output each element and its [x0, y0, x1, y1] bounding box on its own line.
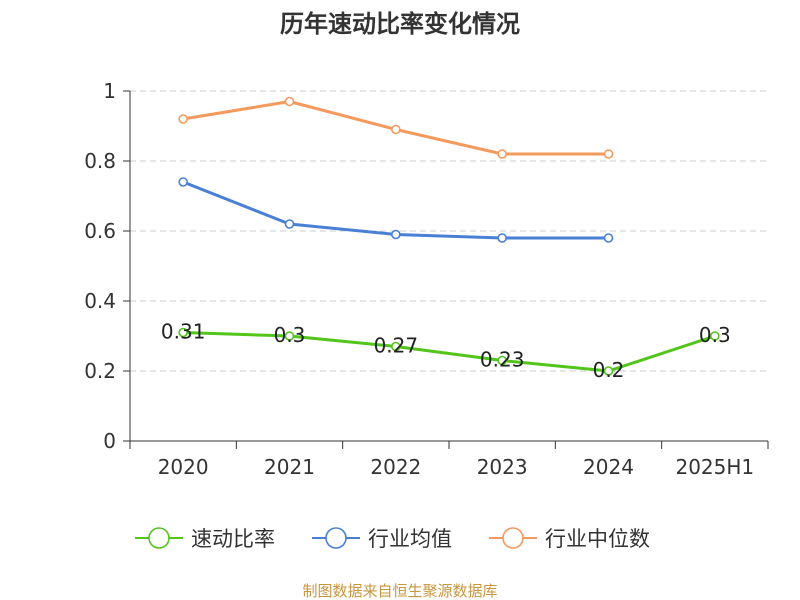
y-tick-label: 0 [103, 429, 116, 453]
data-label: 0.23 [480, 348, 525, 372]
series-0: 0.31 0.3 0.27 0.23 0.2 0.3 [161, 320, 731, 383]
data-point[interactable] [178, 327, 188, 338]
legend-item-1[interactable]: 行业均值 [312, 527, 452, 551]
data-point[interactable] [603, 149, 614, 159]
legend-label: 速动比率 [191, 527, 275, 551]
data-point[interactable] [178, 177, 188, 187]
series-1 [178, 177, 614, 243]
data-point[interactable] [391, 341, 401, 352]
data-point[interactable] [603, 366, 614, 376]
y-tick-label: 0.8 [84, 149, 116, 173]
y-tick-label: 1 [103, 79, 116, 103]
legend-marker [325, 527, 347, 549]
source-note: 制图数据来自恒生聚源数据库 [302, 582, 497, 600]
data-label: 0.27 [374, 334, 419, 358]
x-tick-label: 2021 [264, 455, 315, 479]
data-point[interactable] [284, 96, 295, 107]
chart-title: 历年速动比率变化情况 [280, 10, 520, 38]
legend[interactable]: 速动比率 行业均值 行业中位数 [135, 527, 650, 551]
series-2 [178, 96, 614, 159]
legend-marker [502, 527, 524, 549]
series-line [182, 180, 609, 240]
data-label: 0.3 [699, 323, 731, 347]
legend-item-2[interactable]: 行业中位数 [489, 527, 650, 551]
data-point[interactable] [710, 331, 720, 341]
x-tick-label: 2023 [477, 455, 528, 479]
y-tick-label: 0.4 [84, 289, 116, 313]
x-tick-label: 2024 [583, 455, 634, 479]
y-tick-label: 0.2 [84, 359, 116, 383]
data-point[interactable] [497, 355, 507, 366]
data-point[interactable] [391, 124, 401, 135]
series-group: 0.31 0.3 0.27 0.23 0.2 0.3 [161, 96, 731, 383]
y-tick-label: 0.6 [84, 219, 116, 243]
legend-label: 行业中位数 [545, 527, 650, 551]
data-label: 0.31 [161, 320, 206, 344]
data-label: 0.3 [274, 323, 306, 347]
legend-marker [148, 527, 170, 549]
data-point[interactable] [497, 233, 507, 243]
data-point[interactable] [497, 149, 507, 159]
x-tick-label: 2025H1 [675, 455, 754, 479]
data-label: 0.2 [593, 358, 625, 382]
data-point[interactable] [284, 219, 295, 229]
data-point[interactable] [178, 114, 188, 124]
data-point[interactable] [391, 229, 401, 240]
axes: 0 0.2 0.4 0.6 0.8 1 2020 2021 2022 2023 2024 2025H1 [84, 79, 769, 479]
x-tick-label: 2020 [158, 455, 209, 479]
legend-label: 行业均值 [368, 527, 452, 551]
data-point[interactable] [603, 233, 614, 243]
x-tick-label: 2022 [370, 455, 421, 479]
legend-item-0[interactable]: 速动比率 [135, 527, 275, 551]
grid-lines [130, 90, 768, 372]
series-line [183, 331, 716, 373]
data-point[interactable] [284, 331, 295, 341]
